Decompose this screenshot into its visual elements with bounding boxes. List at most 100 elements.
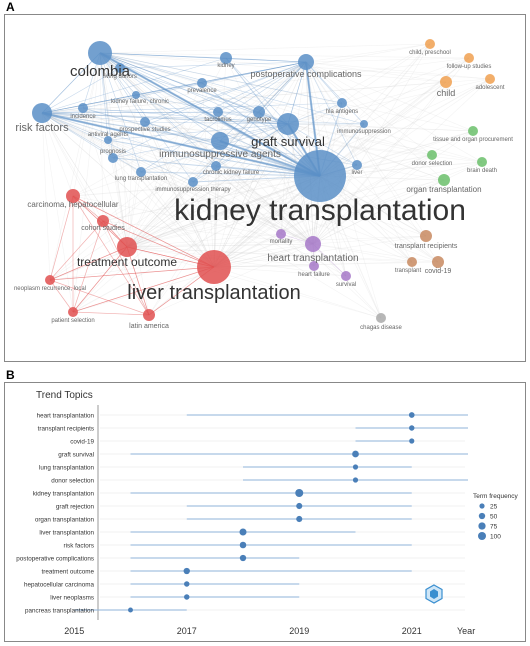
network-edge (72, 220, 104, 313)
term-label: heart transplantation (37, 412, 95, 419)
network-edge (215, 165, 314, 245)
network-edge (213, 102, 343, 268)
network-edge (217, 111, 289, 125)
network-edge (287, 123, 474, 132)
network-edge (213, 61, 307, 268)
network-edge (49, 243, 314, 281)
network-edge (126, 43, 431, 248)
network-node-label: liver (351, 170, 362, 176)
network-edge (99, 52, 142, 173)
network-edge (41, 112, 314, 245)
network-edge (287, 81, 447, 125)
network-edge (319, 81, 447, 177)
network-edge-strong (99, 52, 321, 177)
network-edge (99, 52, 227, 59)
network-edge (126, 61, 307, 248)
term-point (352, 464, 359, 470)
network-node-label: child (437, 88, 456, 98)
network-edge (144, 61, 307, 123)
network-edge (41, 57, 227, 114)
network-edge (49, 266, 215, 281)
network-edge (41, 112, 114, 159)
network-node-label: neoplasm recurrence, local (14, 286, 86, 292)
network-edge (126, 246, 413, 263)
network-node-label: immunosuppression (337, 129, 391, 135)
network-node (298, 54, 314, 70)
network-edge (287, 57, 470, 125)
network-node (468, 126, 478, 136)
network-edge (305, 61, 474, 132)
network-edge (41, 112, 221, 142)
network-edge (305, 61, 483, 163)
network-edge (72, 195, 150, 316)
network-node-label: postoperative complications (250, 69, 362, 79)
network-node (337, 98, 347, 108)
network-node (104, 136, 112, 144)
network-edge (126, 121, 146, 248)
network-edge (305, 61, 491, 80)
legend-title: Term frequency (473, 493, 519, 500)
term-label: lung transplantation (39, 464, 94, 471)
network-edge (49, 246, 128, 281)
network-edge (41, 112, 215, 268)
network-node-label: chronic kidney failure (203, 170, 260, 176)
x-tick-label: 2021 (402, 626, 422, 636)
network-edge (99, 52, 128, 248)
term-point (296, 502, 303, 510)
term-label: liver neoplasms (50, 594, 94, 601)
network-node (438, 174, 450, 186)
network-node-label: child, preschool (409, 50, 451, 56)
network-node (97, 215, 109, 227)
network-edge (126, 154, 433, 248)
network-edge (49, 61, 307, 281)
network-node (32, 103, 52, 123)
network-edge (72, 61, 307, 313)
network-node-label: survival (336, 282, 356, 288)
network-edge (319, 130, 474, 177)
bibliometrix-hex-icon (425, 584, 443, 604)
network-node (464, 53, 474, 63)
network-edge (213, 123, 289, 268)
network-edge (126, 102, 343, 248)
network-node (140, 117, 150, 127)
term-label: kidney transplantation (33, 490, 95, 497)
network-edge (305, 43, 431, 63)
network-node-label: cohort studies (81, 225, 125, 232)
network-node (68, 307, 78, 317)
network-edge (99, 52, 483, 163)
legend-size-marker (478, 532, 486, 540)
legend-size-label: 75 (490, 524, 498, 531)
network-edge (99, 52, 343, 104)
network-edge (119, 67, 215, 268)
network-edge (144, 121, 289, 125)
network-edge (126, 179, 445, 248)
network-edge (41, 43, 431, 114)
trend-title: Trend Topics (36, 390, 93, 401)
network-node (197, 250, 231, 284)
network-edge (102, 61, 307, 222)
network-edge (213, 57, 227, 268)
network-edge (126, 171, 142, 248)
network-node (360, 120, 368, 128)
network-edge (126, 246, 150, 316)
network-edge (99, 52, 215, 268)
network-edge (135, 94, 314, 245)
network-node-label: kidney (217, 63, 234, 69)
network-node-label: mortality (270, 239, 293, 245)
term-label: covid-19 (70, 438, 94, 445)
network-node-label: kidney failure, chronic (111, 99, 169, 105)
network-edge (72, 195, 215, 268)
network-edge (287, 123, 427, 237)
network-edge (126, 57, 227, 248)
network-node-label: adolescent (475, 85, 504, 91)
network-edge (135, 94, 289, 125)
network-edge (225, 57, 314, 245)
network-node (341, 271, 351, 281)
network-edge (201, 82, 289, 125)
network-edge (126, 123, 289, 248)
network-edge (213, 266, 382, 319)
network-edge (126, 123, 365, 248)
term-label: graft rejection (56, 503, 95, 510)
x-tick-label: 2015 (64, 626, 84, 636)
network-node (213, 107, 223, 117)
